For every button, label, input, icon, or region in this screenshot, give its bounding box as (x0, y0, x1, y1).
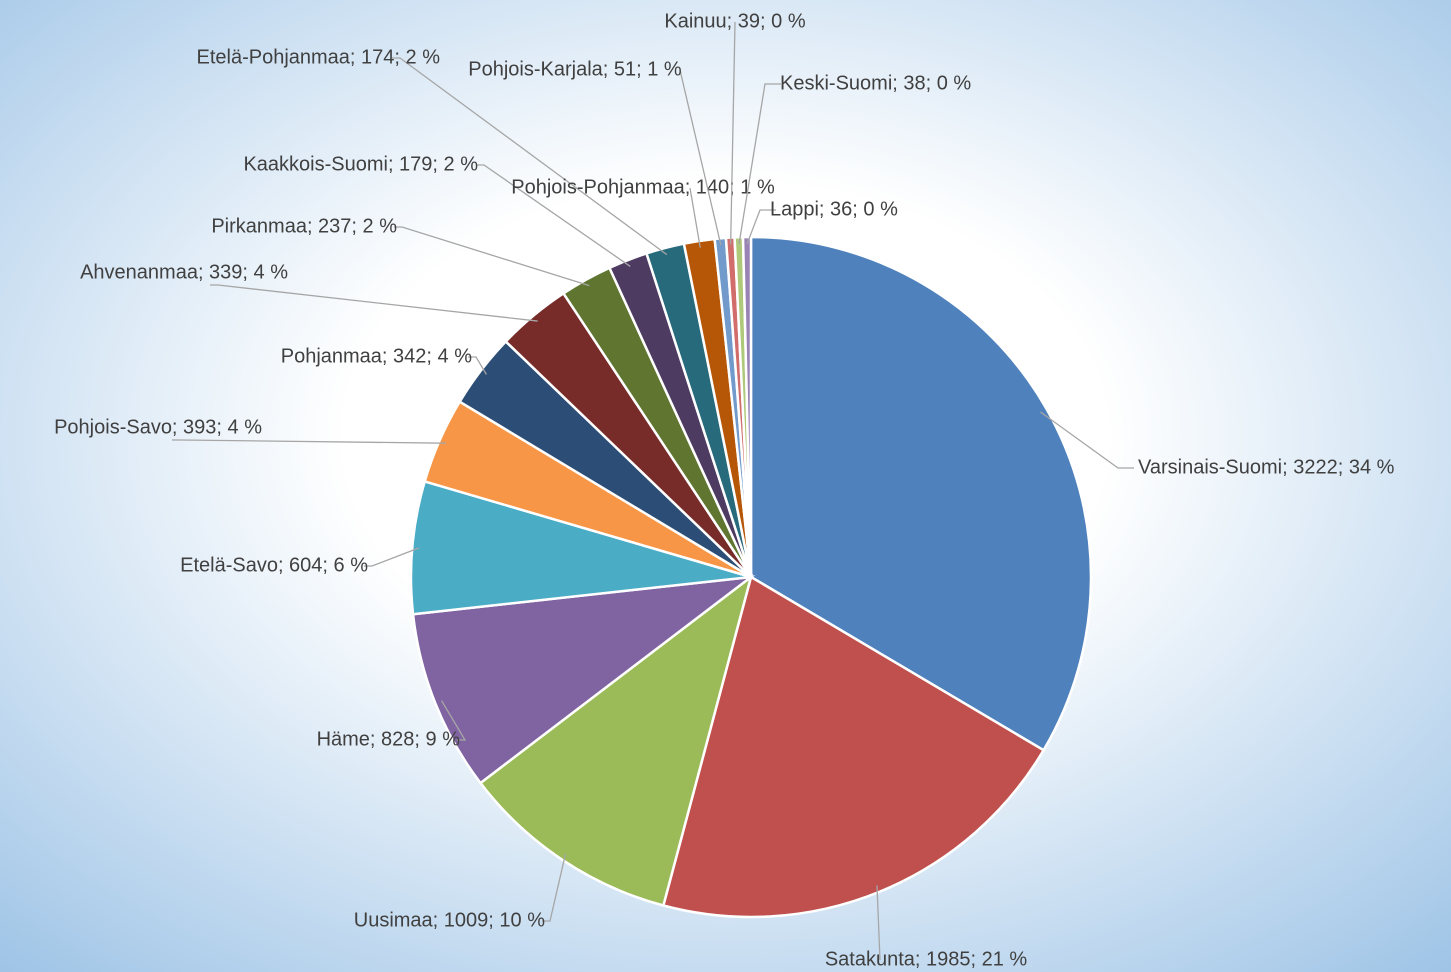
leader-line (172, 439, 446, 444)
leader-line (1040, 411, 1134, 469)
pie-slice (478, 573, 754, 908)
leader-line (730, 21, 736, 245)
leader-line (738, 83, 781, 245)
leader-line (689, 187, 701, 248)
leader-line (364, 547, 420, 567)
data-label: Pohjois-Karjala; 51; 1 % (468, 58, 682, 80)
leader-line (210, 284, 538, 322)
pie-slice (411, 575, 756, 785)
pie-slice (661, 575, 1046, 919)
data-label: Pirkanmaa; 237; 2 % (211, 215, 397, 237)
leader-line (746, 209, 776, 245)
leader-line (876, 885, 881, 961)
leader-line (441, 700, 467, 741)
pie-slice (741, 235, 753, 578)
data-label: Ahvenanmaa; 339; 4 % (80, 261, 288, 283)
leader-line (679, 69, 722, 246)
data-label: Satakunta; 1985; 21 % (825, 948, 1028, 970)
pie-slice (409, 479, 752, 616)
data-label: Keski-Suomi; 38; 0 % (780, 72, 971, 94)
data-label: Pohjanmaa; 342; 4 % (281, 345, 472, 367)
leader-line (476, 164, 631, 267)
leader-line (542, 853, 567, 922)
pie-slice (749, 235, 1093, 752)
leader-line (392, 57, 668, 256)
data-label: Uusimaa; 1009; 10 % (354, 909, 545, 931)
data-label: Kaakkois-Suomi; 179; 2 % (243, 153, 478, 175)
data-label: Häme; 828; 9 % (317, 728, 461, 750)
data-label: Etelä-Savo; 604; 6 % (180, 554, 368, 576)
leader-line (394, 226, 590, 287)
data-label: Varsinais-Suomi; 3222; 34 % (1138, 456, 1395, 478)
leader-line (468, 356, 487, 375)
data-label: Pohjois-Pohjanmaa; 140; 1 % (511, 176, 775, 198)
data-label: Kainuu; 39; 0 % (664, 10, 805, 32)
data-label: Etelä-Pohjanmaa; 174; 2 % (197, 46, 441, 68)
data-label: Pohjois-Savo; 393; 4 % (54, 416, 262, 438)
data-label: Lappi; 36; 0 % (770, 198, 898, 220)
